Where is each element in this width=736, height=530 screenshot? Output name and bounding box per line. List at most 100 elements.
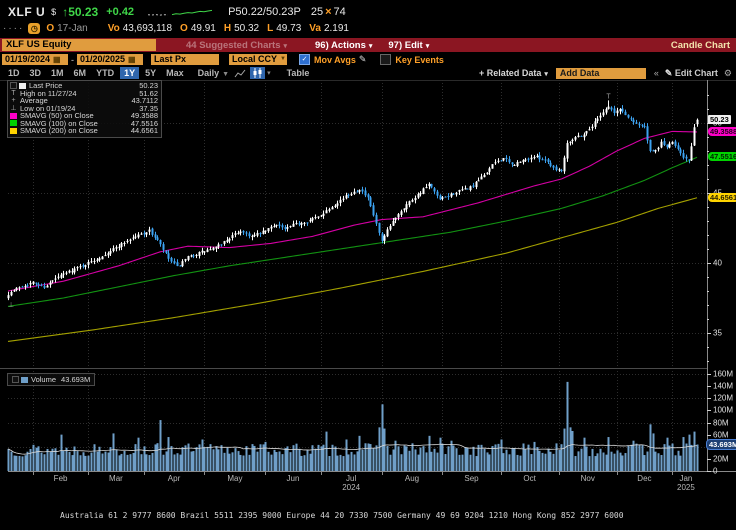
- date-label: O: [46, 23, 55, 34]
- currency-select[interactable]: Local CCY ▼: [229, 54, 287, 65]
- bid-size: 25: [310, 5, 324, 18]
- period-tab-3d[interactable]: 3D: [29, 68, 42, 78]
- legend-value: 44.6561: [130, 126, 158, 135]
- period-tab-5y[interactable]: 5Y: [145, 68, 157, 78]
- low-label: L: [267, 23, 274, 34]
- last-price: 50.23: [68, 4, 99, 19]
- intraday-sparkline: [146, 4, 217, 19]
- open-value: 49.91: [190, 23, 216, 34]
- suggested-charts-menu[interactable]: 44 Suggested Charts ▾: [186, 39, 288, 51]
- legend-row: + Average 43.7112: [10, 97, 158, 105]
- legend-row: SMAVG (200) on Close 44.6561: [10, 127, 158, 135]
- legend-marker-glyph: +: [11, 97, 16, 104]
- legend-row: SMAVG (100) on Close 47.5516: [10, 118, 158, 128]
- edit-menu[interactable]: 97) Edit ▾: [388, 39, 430, 51]
- period-tab-1y[interactable]: 1Y: [120, 67, 140, 79]
- legend-label: SMAVG (50) on Close: [20, 111, 94, 120]
- pencil-icon[interactable]: ✎: [358, 54, 367, 64]
- frequency-select[interactable]: Daily ▼: [197, 68, 230, 78]
- gear-icon[interactable]: ⚙: [723, 67, 732, 78]
- add-data-input[interactable]: Add Data: [555, 67, 646, 79]
- legend-value: 51.62: [139, 88, 158, 98]
- function-menu-bar: XLF US Equity 44 Suggested Charts ▾ 96) A…: [0, 38, 736, 52]
- quote-bar-line2: ···· ◷ O 17-Jan Vo 43,693,118 O 49.91 H …: [3, 22, 349, 35]
- legend-label: SMAVG (100) on Close: [20, 118, 98, 128]
- main-chart-canvas[interactable]: [0, 80, 736, 496]
- calendar-icon: ▦: [53, 55, 61, 64]
- mov-avgs-checkbox[interactable]: ✓: [299, 54, 310, 65]
- edit-chart-button[interactable]: ✎ Edit Chart: [664, 67, 718, 78]
- price-axis-badge: 47.5516: [708, 152, 736, 162]
- table-button[interactable]: Table: [286, 68, 310, 78]
- legend-value: 49.3588: [130, 111, 158, 120]
- legend-value: 50.23: [139, 81, 158, 90]
- legend-value: 43.7112: [131, 96, 158, 105]
- bid-ask: P50.22/50.23P: [228, 5, 301, 18]
- candle-chart-type-button[interactable]: [250, 67, 266, 79]
- related-data-menu[interactable]: + Related Data ▾: [479, 68, 548, 78]
- period-tab-1d[interactable]: 1D: [8, 68, 20, 78]
- footer: Australia 61 2 9777 8600 Brazil 5511 239…: [60, 490, 692, 530]
- volume-legend-value: 43.693M: [61, 375, 91, 384]
- legend-label: Average: [20, 96, 48, 105]
- chart-type-dropdown[interactable]: ▾: [267, 70, 271, 77]
- monitor-icon[interactable]: ◷: [28, 23, 41, 34]
- period-tab-1m[interactable]: 1M: [51, 68, 64, 78]
- collapse-icon[interactable]: «: [653, 68, 659, 78]
- ask-size: 74: [333, 5, 346, 18]
- price-axis-badge: 49.3588: [708, 126, 736, 136]
- legend-swatch: [10, 112, 17, 119]
- high-label: H: [223, 23, 232, 34]
- volume-checkbox[interactable]: [12, 376, 19, 383]
- line-chart-type-button[interactable]: [232, 67, 247, 79]
- size-separator: ×: [325, 5, 332, 18]
- low-value: 49.73: [276, 23, 302, 34]
- period-tab-max[interactable]: Max: [166, 68, 184, 78]
- legend-checkbox[interactable]: [10, 82, 17, 90]
- legend-swatch: [10, 120, 17, 127]
- period-tab-ytd[interactable]: YTD: [96, 68, 115, 78]
- ticker-symbol: XLF U: [8, 4, 46, 19]
- high-value: 50.32: [234, 23, 260, 34]
- study-select[interactable]: Last Px: [151, 54, 219, 65]
- price-axis-badge: 44.6561: [708, 192, 736, 202]
- currency-symbol: $: [51, 6, 57, 17]
- volume-swatch: [21, 376, 28, 383]
- legend-label: High on 11/27/24: [20, 88, 77, 98]
- key-events-label: Key Events: [395, 54, 444, 65]
- mov-avgs-label: Mov Avgs: [314, 54, 356, 65]
- quote-bar: XLF U $ ↑50.23 +0.42 P50.22/50.23P 25 × …: [8, 4, 346, 19]
- security-input[interactable]: XLF US Equity: [2, 39, 156, 51]
- date-to-input[interactable]: 01/20/2025 ▦: [77, 54, 143, 65]
- period-tabs: 1D 3D 1M 6M YTD 1Y 5Y Max: [2, 67, 188, 79]
- actions-menu[interactable]: 96) Actions ▾: [315, 39, 373, 51]
- period-bar: 1D 3D 1M 6M YTD 1Y 5Y Max Daily ▼ ▾ Table + Rela…: [0, 66, 736, 81]
- legend-label: Last Price: [29, 81, 63, 90]
- legend-value: 37.35: [139, 103, 158, 113]
- price-change: +0.42: [106, 5, 135, 18]
- calendar-icon: ▦: [128, 55, 136, 64]
- legend-value: 47.5516: [130, 118, 158, 128]
- price-legend[interactable]: Last Price 50.23 T High on 11/27/24 51.62 + Av…: [7, 80, 162, 138]
- volume-legend[interactable]: Volume 43.693M: [7, 373, 96, 386]
- footer-contact-line: Australia 61 2 9777 8600 Brazil 5511 239…: [60, 511, 624, 520]
- legend-label: SMAVG (200) on Close: [20, 126, 98, 135]
- date-range-dash: -: [71, 54, 74, 65]
- legend-marker-glyph: ⊥: [10, 104, 17, 112]
- chart-toolbar: 01/19/2024 ▦ - 01/20/2025 ▦ Last Px Local …: [0, 53, 736, 66]
- legend-marker-glyph: T: [11, 89, 16, 97]
- price-axis-badge: 50.23: [708, 114, 731, 124]
- key-events-checkbox[interactable]: [380, 54, 392, 65]
- date-from-input[interactable]: 01/19/2024 ▦: [2, 54, 68, 65]
- volume-axis-badge: 43.693M: [706, 438, 736, 450]
- legend-row: T High on 11/27/24 51.62: [10, 88, 158, 98]
- page-title: Candle Chart: [670, 39, 730, 51]
- legend-row: Last Price 50.23: [10, 82, 158, 90]
- period-tab-6m[interactable]: 6M: [73, 68, 87, 78]
- session-date: 17-Jan: [57, 23, 88, 34]
- open-label: O: [180, 23, 188, 34]
- va-label: Va: [309, 23, 321, 34]
- mini-dots: ····: [3, 23, 25, 34]
- legend-swatch: [10, 127, 17, 134]
